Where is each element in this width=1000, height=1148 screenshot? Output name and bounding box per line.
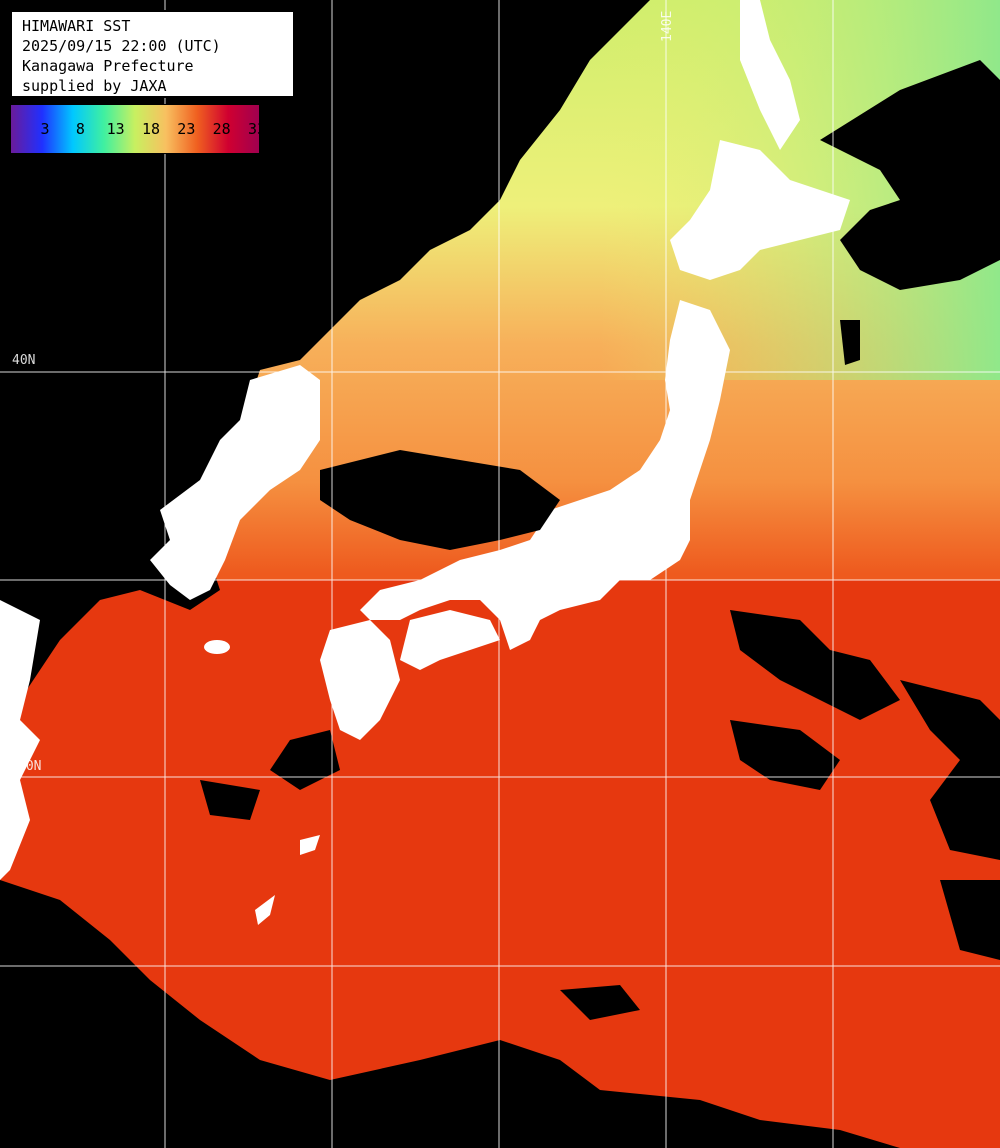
region-name: Kanagawa Prefecture [22, 57, 194, 75]
legend-tick-23: 23 [177, 120, 196, 138]
lon-label-140e: 140E [660, 10, 675, 42]
lat-label-40n: 40N [12, 353, 36, 368]
timestamp: 2025/09/15 22:00 (UTC) [22, 37, 221, 55]
cloud-pacific-east-1 [730, 610, 900, 720]
cloud-east-china-sea [200, 780, 260, 820]
hokkaido [670, 140, 850, 280]
legend-tick-3: 3 [40, 120, 50, 138]
legend-tick-13: 13 [106, 120, 125, 138]
jeju-island [204, 640, 230, 654]
legend-tick-18: 18 [141, 120, 161, 138]
shikoku [400, 610, 500, 670]
title-box: HIMAWARI SST 2025/09/15 22:00 (UTC) Kana… [10, 10, 295, 98]
legend-tick-labels: 3 8 13 18 23 28 33 [11, 105, 266, 153]
honshu [360, 300, 730, 650]
cloud-sea-of-japan [320, 450, 560, 550]
legend-tick-28: 28 [212, 120, 231, 138]
mainland-cloud-mask [0, 0, 650, 720]
cloud-kyushu-south [270, 730, 340, 790]
south-cloud-mask [0, 880, 900, 1148]
sakhalin [740, 0, 800, 150]
cloud-southeast [940, 880, 1000, 960]
cloud-south-central [560, 985, 640, 1020]
cloud-pacific-east-3 [900, 680, 1000, 860]
ryukyu-island [300, 835, 320, 855]
korea-peninsula [150, 365, 320, 600]
legend-tick-8: 8 [75, 120, 85, 138]
cloud-kuril [840, 320, 860, 365]
data-credit: supplied by JAXA [22, 77, 167, 95]
legend-tick-33: 33 [247, 120, 267, 138]
northeast-cloud-mask [820, 60, 1000, 290]
okinawa-island [255, 895, 275, 925]
cloud-pacific-east-2 [730, 720, 840, 790]
china-coast [0, 600, 40, 880]
product-title: HIMAWARI SST [22, 17, 131, 35]
kyushu [320, 620, 400, 740]
temperature-color-legend: 3 8 13 18 23 28 33 [10, 104, 266, 154]
lat-label-30n: 30N [18, 759, 42, 774]
